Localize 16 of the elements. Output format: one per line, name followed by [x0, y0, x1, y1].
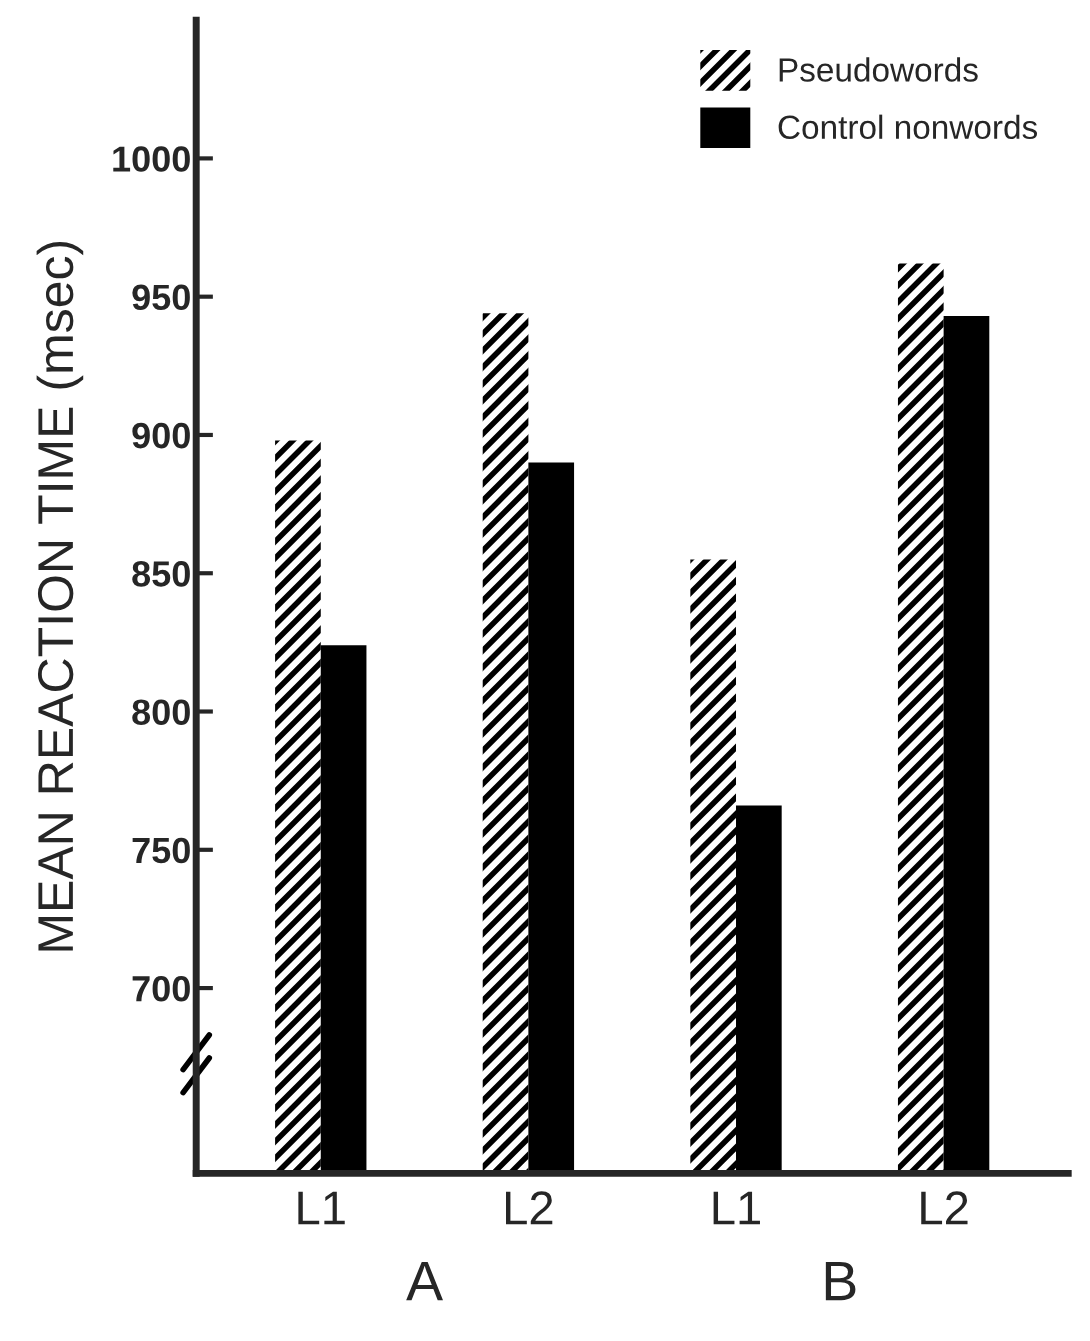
y-tick-label: 950 [132, 284, 190, 311]
y-tick-label: 900 [132, 422, 190, 449]
text: B [825, 1261, 856, 1301]
x-tick-label: L2 [921, 1191, 968, 1225]
legend-label: Pseudowords [779, 57, 978, 82]
y-tick-label: 750 [132, 837, 190, 864]
x-tick-label: L2 [506, 1191, 553, 1225]
y-axis-title: MEAN REACTION TIME (msec) [36, 241, 84, 951]
text: A [406, 1261, 443, 1301]
legend-label: Control nonwords [778, 114, 1038, 140]
x-tick-label: L1 [713, 1191, 760, 1225]
y-tick-label: 850 [132, 561, 190, 587]
y-tick-label: 1000 [113, 146, 190, 172]
x-tick-label: L1 [298, 1191, 345, 1225]
y-tick-label: 800 [132, 699, 190, 725]
y-tick-label: 700 [132, 975, 190, 1002]
